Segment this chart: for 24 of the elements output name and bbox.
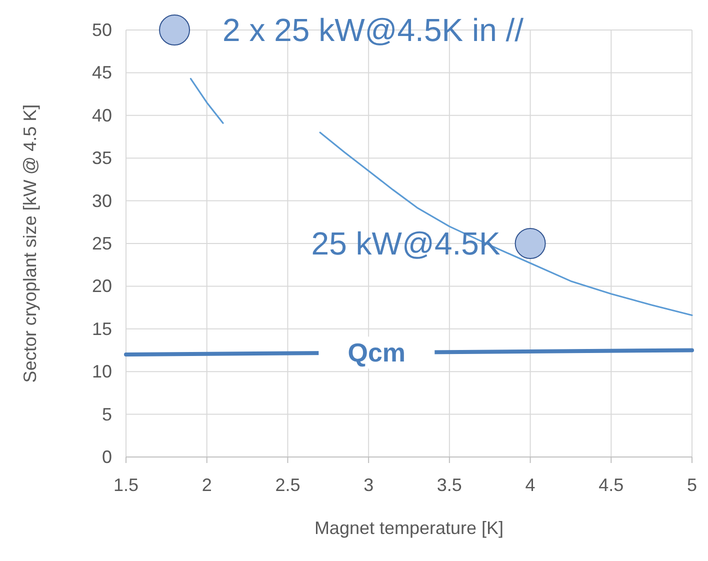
x-axis-title: Magnet temperature [K] bbox=[314, 518, 504, 538]
y-tick-label: 45 bbox=[92, 62, 112, 83]
y-tick-label: 20 bbox=[92, 276, 112, 296]
x-tick-label: 4.5 bbox=[598, 475, 624, 495]
y-tick-label: 10 bbox=[92, 362, 112, 382]
annotation: 2 x 25 kW@4.5K in // bbox=[222, 12, 524, 48]
y-tick-label: 0 bbox=[102, 447, 112, 467]
x-tick-label: 2.5 bbox=[275, 475, 300, 495]
x-tick-label: 2 bbox=[202, 475, 212, 495]
y-tick-label: 5 bbox=[102, 404, 112, 424]
x-tick-label: 4 bbox=[525, 475, 536, 495]
y-tick-label: 35 bbox=[92, 148, 112, 168]
y-tick-label: 25 bbox=[92, 234, 112, 254]
y-tick-label: 40 bbox=[92, 105, 112, 126]
series-label: Qcm bbox=[348, 338, 406, 368]
x-tick-label: 3 bbox=[364, 475, 374, 495]
y-axis-title: Sector cryoplant size [kW @ 4.5 K] bbox=[20, 104, 40, 383]
x-tick-label: 5 bbox=[686, 475, 698, 495]
annotation: 25 kW@4.5K bbox=[311, 226, 500, 262]
y-tick-label: 50 bbox=[92, 20, 112, 40]
y-tick-label: 15 bbox=[92, 318, 112, 339]
y-tick-label: 30 bbox=[92, 190, 112, 211]
x-tick-label: 3.5 bbox=[436, 475, 462, 495]
x-tick-label: 1.5 bbox=[113, 475, 139, 495]
